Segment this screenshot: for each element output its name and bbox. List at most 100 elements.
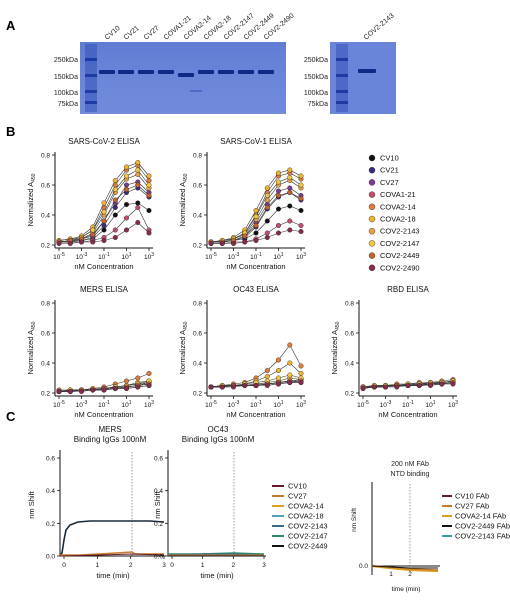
bli-fab-legend-label: COV2-2449 FAb: [455, 522, 510, 531]
elisa-chart-title: SARS-CoV-2 ELISA: [68, 137, 140, 146]
elisa-legend-label: COV2-2147: [380, 239, 420, 248]
elisa-data-point: [298, 173, 304, 179]
elisa-data-point: [287, 189, 293, 195]
elisa-y-tick-label: 0.4: [345, 361, 354, 368]
elisa-legend-marker: [368, 264, 376, 271]
elisa-data-point: [101, 200, 107, 206]
elisa-legend-marker: [368, 203, 376, 211]
elisa-data-point: [253, 237, 259, 243]
elisa-data-point: [298, 182, 304, 188]
bli-y-tick-label: 0.4: [154, 488, 163, 495]
bli-y-tick-label: 0.2: [154, 521, 163, 528]
bli-x-tick-label: 0: [170, 562, 174, 569]
bli-fab-legend-label: CV10 FAb: [455, 492, 489, 501]
elisa-x-tick-label: 103: [144, 400, 154, 409]
gel-lane-label: CV10: [104, 25, 122, 42]
gel-ladder-band: [85, 74, 97, 77]
elisa-data-point: [135, 182, 141, 188]
gel-ladder-band: [336, 90, 348, 93]
elisa-data-point: [253, 222, 259, 228]
elisa-y-tick-label: 0.4: [193, 213, 202, 220]
elisa-data-point: [123, 227, 129, 233]
elisa-data-point: [276, 222, 282, 228]
elisa-x-tick-label: 10-3: [380, 400, 392, 409]
elisa-data-point: [101, 387, 107, 393]
elisa-chart: SARS-CoV-2 ELISA 0.2 0.4 0.6 0.8 10-5 10-3 10-1…: [26, 137, 154, 271]
elisa-data-point: [298, 363, 304, 369]
elisa-x-tick-label: 101: [121, 400, 131, 409]
elisa-data-point: [112, 386, 118, 392]
elisa-data-point: [360, 386, 366, 392]
elisa-data-point: [123, 386, 129, 392]
bli-legend-label: COV2-2147: [288, 532, 328, 541]
elisa-y-tick-label: 0.6: [41, 331, 50, 338]
elisa-data-point: [371, 384, 377, 390]
elisa-x-tick-label: 10-5: [205, 252, 217, 261]
gel-right-bands: [336, 44, 376, 112]
gel-band: [198, 70, 214, 74]
gel-right-lane-labels: COV2-2143: [363, 12, 396, 41]
elisa-data-point: [135, 219, 141, 225]
elisa-data-point: [287, 167, 293, 173]
bli-y-tick-label: 0.6: [154, 456, 163, 463]
bli-mers-ylabel: nm Shift: [27, 490, 36, 518]
elisa-y-label: Normalized A450: [178, 173, 189, 226]
elisa-data-point: [428, 383, 434, 389]
gel-ladder-lane: [336, 44, 348, 112]
elisa-data-point: [276, 357, 282, 363]
elisa-data-point: [264, 383, 270, 389]
gel-lane-label: CV27: [143, 25, 161, 42]
elisa-data-point: [101, 222, 107, 228]
elisa-x-tick-label: 10-5: [357, 400, 369, 409]
gel-band: [238, 70, 254, 74]
elisa-legend-marker: [368, 252, 376, 259]
elisa-data-point: [146, 192, 152, 198]
elisa-data-point: [264, 192, 270, 198]
elisa-data-point: [146, 182, 152, 188]
elisa-x-tick-label: 10-5: [53, 252, 65, 261]
elisa-y-tick-label: 0.2: [345, 391, 354, 398]
elisa-x-tick-label: 101: [425, 400, 435, 409]
gel-left-marker-labels: 250kDa 150kDa 100kDa 75kDa: [54, 57, 78, 108]
gel-band: [158, 70, 174, 74]
elisa-data-point: [101, 237, 107, 243]
elisa-data-point: [276, 179, 282, 185]
elisa-data-point: [264, 234, 270, 240]
elisa-legend-label: CV21: [380, 166, 399, 175]
elisa-data-point: [253, 213, 259, 219]
gel-marker-label: 150kDa: [54, 74, 78, 81]
elisa-x-tick-label: 10-1: [98, 252, 110, 261]
bli-y-tick-label: 0.0: [46, 554, 55, 561]
elisa-x-tick-label: 10-1: [250, 400, 262, 409]
bli-fab-title-2: NTD binding: [391, 471, 430, 478]
elisa-data-point: [230, 384, 236, 390]
elisa-legend: CV10 CV21 CV27 COVA1-21 COVA2-14 COVA2-18 COV2…: [368, 154, 420, 272]
elisa-x-tick-label: 103: [296, 252, 306, 261]
elisa-data-point: [276, 170, 282, 176]
bli-fab-ylabel: nm Shift: [351, 508, 358, 532]
panel-label-a: A: [6, 18, 16, 33]
gel-ladder-band: [85, 58, 97, 61]
bli-legend-label: CV27: [288, 492, 307, 501]
bli-oc43-chart: OC43 Binding IgGs 100nM nm Shift time (m…: [153, 425, 266, 580]
bli-fab-xtick-1: 1: [389, 571, 393, 578]
gel-ladder-band: [336, 101, 348, 104]
elisa-data-point: [242, 383, 248, 389]
elisa-y-tick-label: 0.8: [41, 153, 50, 160]
bli-fab-xtick-2: 2: [408, 571, 412, 578]
elisa-data-point: [287, 174, 293, 180]
elisa-legend-label: COVA2-14: [380, 202, 416, 211]
elisa-x-tick-label: 10-1: [250, 252, 262, 261]
elisa-data-point: [146, 383, 152, 389]
bli-y-tick-label: 0.4: [46, 488, 55, 495]
elisa-data-point: [276, 368, 282, 374]
elisa-data-point: [287, 203, 293, 209]
elisa-y-tick-label: 0.4: [193, 361, 202, 368]
gel-left-bands: [85, 44, 274, 112]
elisa-x-tick-label: 10-1: [98, 400, 110, 409]
elisa-data-point: [264, 230, 270, 236]
elisa-data-point: [135, 171, 141, 177]
elisa-data-point: [298, 222, 304, 228]
elisa-data-point: [287, 342, 293, 348]
